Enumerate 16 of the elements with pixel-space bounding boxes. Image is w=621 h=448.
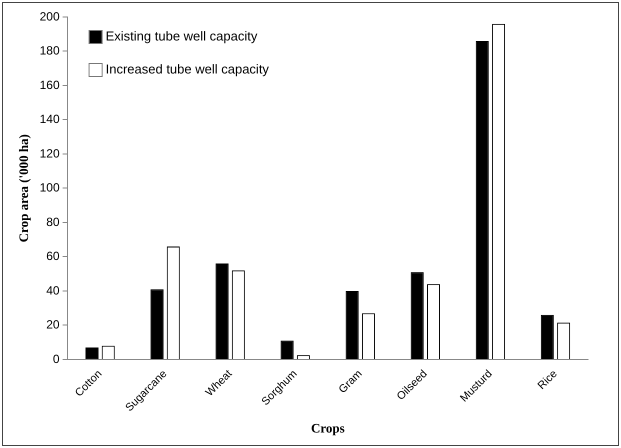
y-tick-label: 60 [46, 249, 60, 264]
y-tick-label: 180 [40, 44, 60, 58]
y-tick-label: 120 [40, 146, 60, 160]
y-tick-label: 160 [40, 78, 60, 92]
x-tick-label: Rice [536, 368, 560, 392]
x-axis-title: Crops [310, 420, 345, 436]
legend-label: Existing tube well capacity [106, 28, 258, 44]
y-tick-label: 40 [46, 283, 60, 298]
y-tick-label: 0 [52, 352, 60, 366]
y-tick-label: 80 [46, 214, 60, 229]
y-tick-label: 100 [40, 180, 60, 195]
y-tick-label: 140 [40, 112, 60, 126]
y-axis-title: Crop area ('000 ha) [16, 134, 32, 242]
legend-label: Increased tube well capacity [106, 62, 270, 77]
y-tick-label: 200 [40, 9, 60, 24]
y-tick-label: 20 [46, 318, 60, 332]
